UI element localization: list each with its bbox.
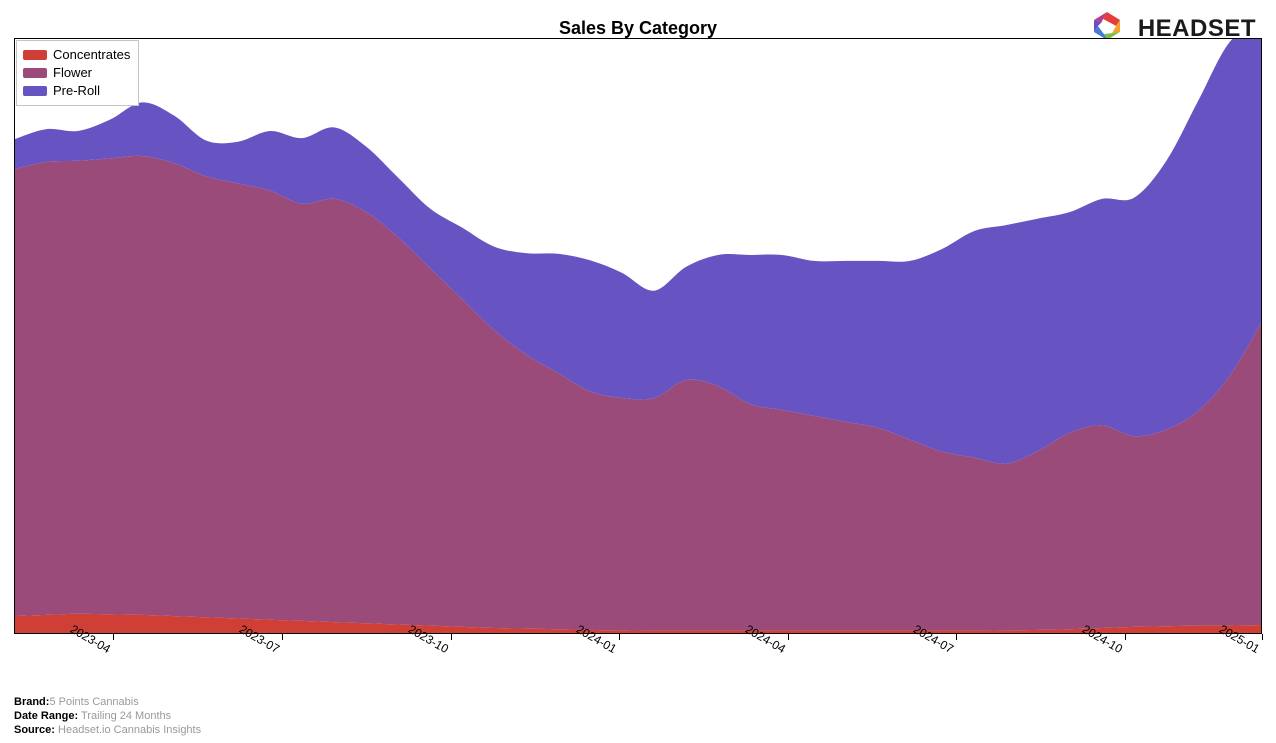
legend-item-flower: Flower <box>23 64 130 82</box>
range-key: Date Range: <box>14 710 78 722</box>
x-tick <box>1262 634 1263 640</box>
page-title: Sales By Category <box>0 18 1276 39</box>
x-tick <box>619 634 620 640</box>
footer-brand: Brand:5 Points Cannabis <box>14 695 201 709</box>
brand-val: 5 Points Cannabis <box>49 696 138 708</box>
legend-item-pre-roll: Pre-Roll <box>23 82 130 100</box>
legend-swatch <box>23 68 47 78</box>
source-val: Headset.io Cannabis Insights <box>55 724 201 736</box>
footer-source: Source: Headset.io Cannabis Insights <box>14 723 201 737</box>
legend-item-concentrates: Concentrates <box>23 46 130 64</box>
brand-key: Brand: <box>14 696 49 708</box>
x-tick <box>282 634 283 640</box>
x-tick <box>788 634 789 640</box>
x-axis: 2023-042023-072023-102024-012024-042024-… <box>0 634 1276 704</box>
x-tick <box>1125 634 1126 640</box>
legend-label: Flower <box>53 64 92 82</box>
legend: ConcentratesFlowerPre-Roll <box>16 40 139 106</box>
source-key: Source: <box>14 724 55 736</box>
x-tick <box>113 634 114 640</box>
legend-swatch <box>23 86 47 96</box>
legend-label: Pre-Roll <box>53 82 100 100</box>
legend-swatch <box>23 50 47 60</box>
x-tick <box>451 634 452 640</box>
legend-label: Concentrates <box>53 46 130 64</box>
title-text: Sales By Category <box>559 18 717 38</box>
footer-meta: Brand:5 Points Cannabis Date Range: Trai… <box>14 695 201 737</box>
footer-date-range: Date Range: Trailing 24 Months <box>14 709 201 723</box>
chart-area: ConcentratesFlowerPre-Roll <box>14 38 1262 634</box>
stacked-area-chart <box>14 38 1262 634</box>
range-val: Trailing 24 Months <box>78 710 171 722</box>
x-tick <box>956 634 957 640</box>
